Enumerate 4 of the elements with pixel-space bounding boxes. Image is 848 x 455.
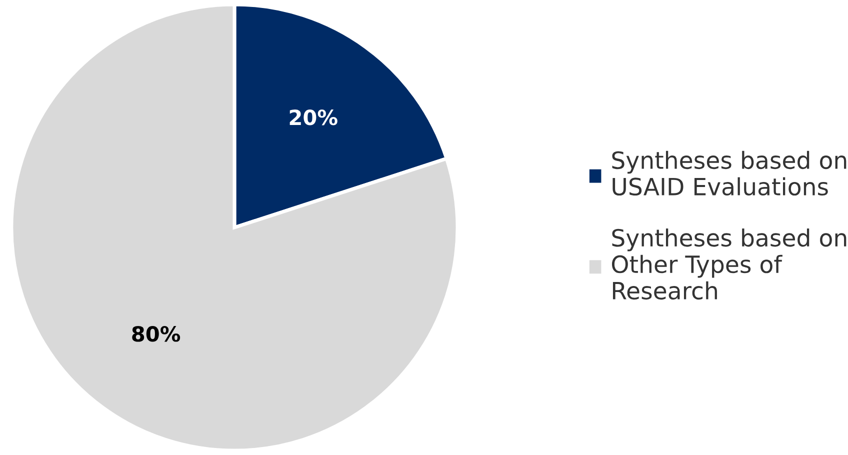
legend-label: Syntheses based on Other Types of Research [612,228,846,300]
data-label: 80% [132,326,180,342]
legend-label: Syntheses based on USAID Evaluations [612,150,846,196]
data-label: 20% [290,110,338,126]
